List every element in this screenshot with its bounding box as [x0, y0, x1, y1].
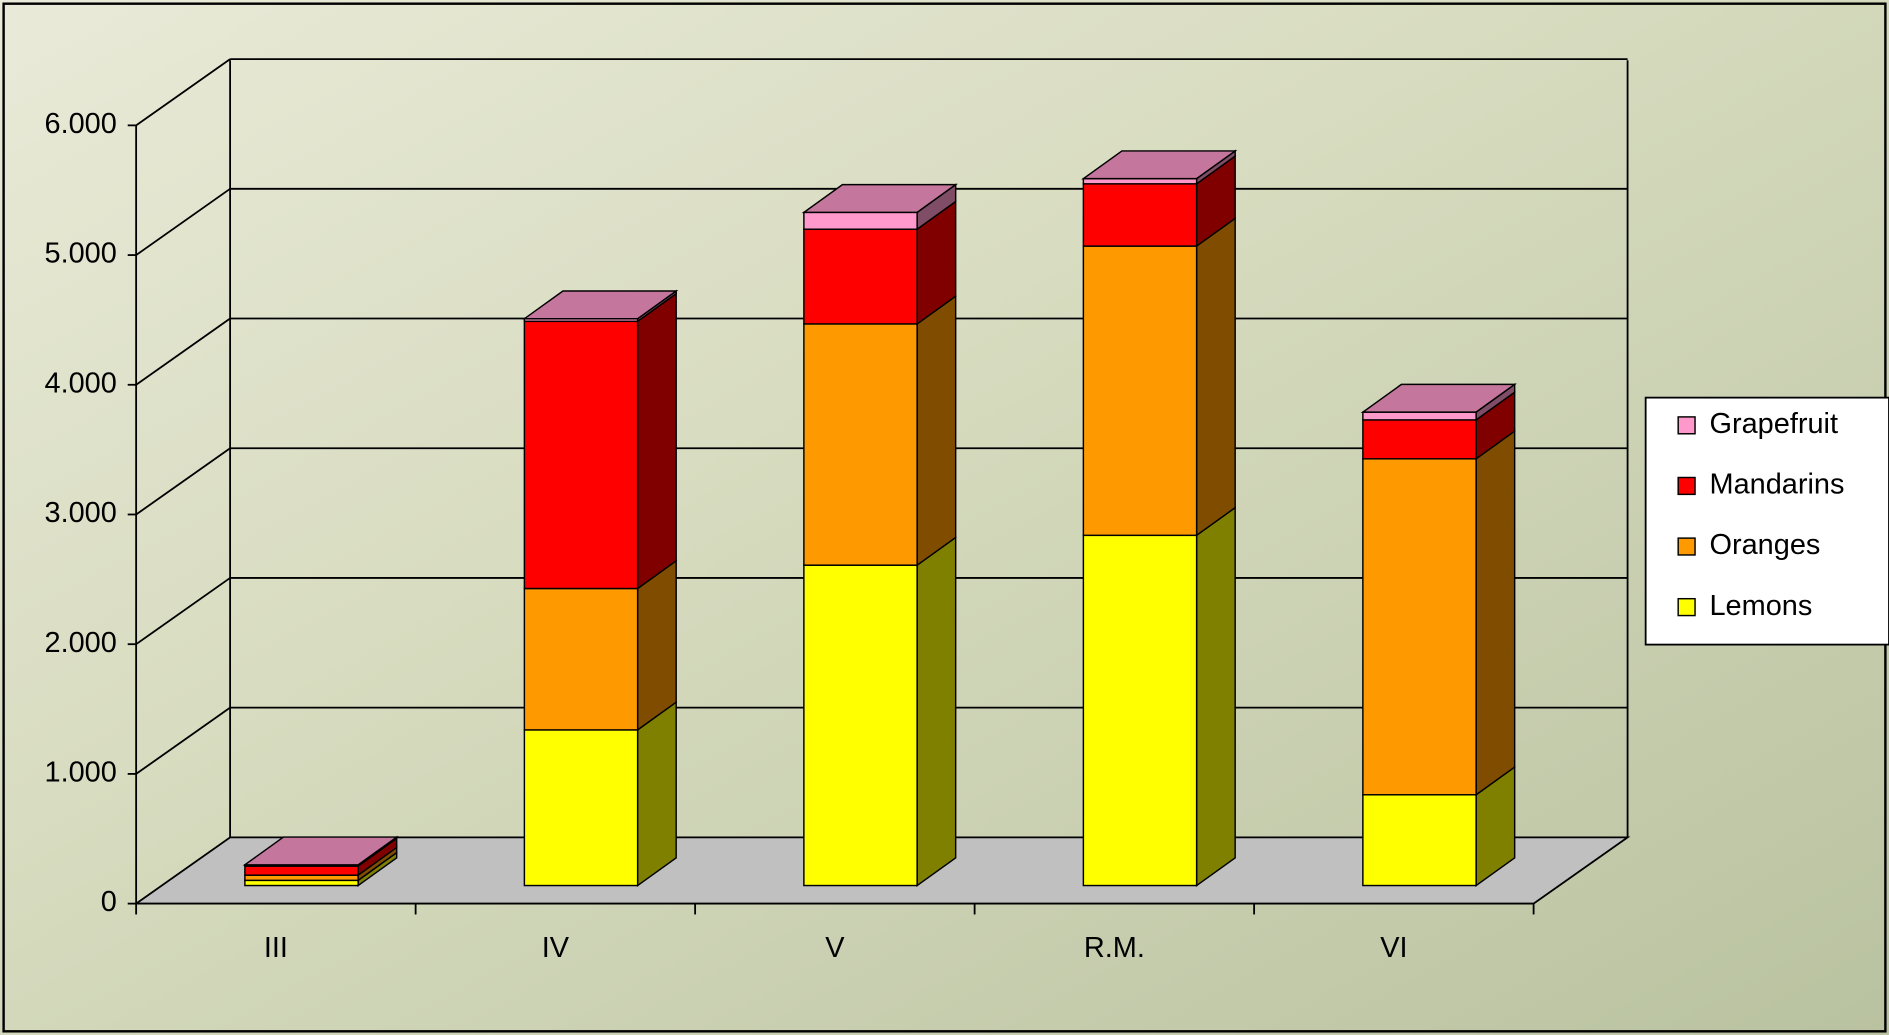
y-tick-label: 1.000 — [45, 757, 117, 789]
bar-front — [1362, 419, 1477, 460]
legend-label: Mandarins — [1709, 469, 1844, 501]
bar-segment — [803, 294, 957, 567]
bar-front — [523, 320, 639, 590]
bar-front — [803, 211, 918, 230]
y-tick-label: 4.000 — [45, 367, 117, 399]
bar-segment — [801, 183, 958, 231]
y-tick-label: 3.000 — [45, 497, 117, 529]
x-tick-label: IV — [542, 932, 570, 964]
bar-front — [244, 879, 359, 887]
grid-line — [135, 58, 231, 127]
bar-side — [636, 292, 677, 590]
bar-segment — [803, 200, 957, 326]
bar-side — [1195, 216, 1236, 537]
bar-front — [1082, 177, 1198, 185]
bar-segment — [523, 292, 677, 590]
legend-swatch — [1677, 416, 1696, 435]
bar-front — [523, 587, 639, 731]
x-tick-label: III — [264, 932, 288, 964]
bar-front — [1362, 794, 1477, 887]
bar-side — [636, 700, 677, 887]
grid-line — [135, 447, 231, 516]
bar-front — [803, 323, 918, 566]
grid-line — [135, 317, 231, 386]
bar-segment — [1082, 506, 1236, 887]
bar-top — [242, 836, 399, 866]
grid-line — [135, 577, 231, 645]
bar-segment — [522, 289, 679, 323]
bar-front — [803, 564, 918, 887]
bar-side — [916, 536, 957, 887]
legend-swatch — [1677, 537, 1696, 556]
bar-segment — [1082, 154, 1236, 248]
bar-segment — [242, 835, 399, 868]
legend-label: Lemons — [1709, 590, 1812, 622]
bar-side — [1475, 429, 1516, 797]
y-tick-label: 5.000 — [45, 238, 117, 270]
grid-line — [135, 706, 231, 775]
bar-top — [801, 183, 958, 214]
bar-front — [244, 874, 359, 882]
y-tick-label: 2.000 — [45, 627, 117, 659]
bar-front — [803, 228, 918, 325]
bar-top — [1360, 383, 1517, 413]
legend-swatch — [1677, 597, 1696, 617]
bar-side — [636, 559, 677, 732]
x-tick-label: R.M. — [1084, 932, 1145, 964]
y-tick-label: 0 — [101, 886, 117, 918]
bar-segment — [1362, 390, 1516, 461]
bar-side — [916, 294, 957, 567]
bar-segment — [1360, 382, 1517, 422]
bar-segment — [1362, 429, 1516, 797]
bar-front — [1362, 458, 1477, 796]
bar-front — [1082, 183, 1198, 247]
bar-segment — [523, 700, 677, 887]
bar-segment — [803, 536, 957, 887]
bar-front — [1082, 245, 1198, 537]
bar-segment — [1081, 149, 1238, 186]
bar-front — [523, 729, 639, 887]
bar-segment — [1082, 216, 1236, 537]
legend-swatch — [1677, 476, 1696, 496]
bar-side — [1195, 506, 1236, 887]
bar-top — [1081, 150, 1238, 180]
x-tick-label: VI — [1380, 932, 1407, 964]
bar-segment — [523, 559, 677, 732]
x-tick-label: V — [825, 932, 845, 964]
grid-line — [135, 188, 231, 256]
legend-label: Oranges — [1709, 529, 1820, 561]
bar-front — [1362, 411, 1477, 421]
legend-label: Grapefruit — [1709, 408, 1838, 440]
bar-top — [522, 290, 679, 320]
bar-front — [1082, 534, 1198, 887]
y-tick-label: 6.000 — [45, 108, 117, 140]
bar-segment — [1362, 765, 1516, 887]
bar-front — [244, 865, 359, 876]
